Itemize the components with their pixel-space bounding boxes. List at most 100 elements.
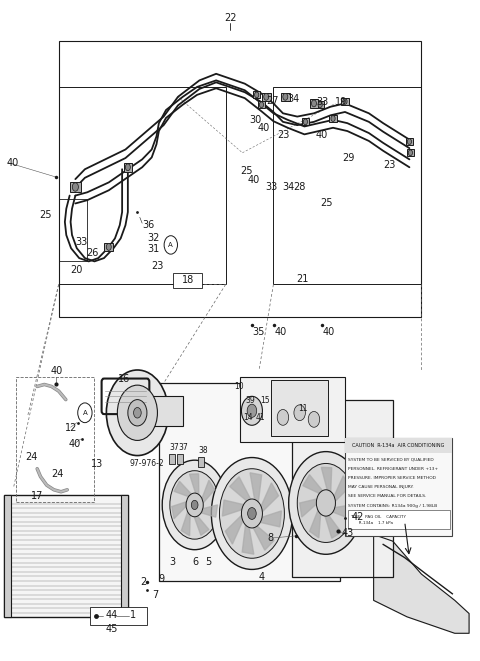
Text: 20: 20 — [71, 265, 83, 275]
Circle shape — [72, 183, 78, 191]
Text: 11: 11 — [298, 404, 308, 412]
Text: 23: 23 — [277, 130, 289, 140]
Text: 33: 33 — [265, 182, 277, 192]
Text: 97-976-2: 97-976-2 — [129, 459, 164, 468]
Text: SYSTEM TO BE SERVICED BY QUALIFIED: SYSTEM TO BE SERVICED BY QUALIFIED — [348, 457, 433, 461]
Text: 27: 27 — [266, 97, 279, 106]
Polygon shape — [230, 477, 252, 502]
Text: 43: 43 — [341, 527, 353, 537]
Circle shape — [133, 408, 141, 418]
Circle shape — [241, 499, 263, 528]
Text: 31: 31 — [147, 244, 159, 254]
Polygon shape — [300, 498, 319, 517]
Text: 28: 28 — [293, 182, 306, 192]
Bar — [123, 163, 132, 172]
Circle shape — [219, 469, 284, 559]
Bar — [407, 149, 414, 157]
Text: 40: 40 — [50, 366, 62, 376]
Text: R-134a    1.7 kPa: R-134a 1.7 kPa — [350, 521, 393, 525]
Text: 40: 40 — [275, 327, 287, 337]
Bar — [348, 510, 449, 529]
Polygon shape — [250, 473, 262, 505]
Polygon shape — [225, 514, 244, 544]
Bar — [198, 457, 204, 467]
Text: 34: 34 — [288, 95, 300, 104]
Polygon shape — [333, 476, 349, 503]
Text: 25: 25 — [39, 210, 52, 220]
Text: 36: 36 — [142, 220, 155, 230]
Text: 40: 40 — [6, 158, 18, 168]
Bar — [120, 495, 128, 617]
Text: 25: 25 — [240, 166, 252, 176]
Polygon shape — [252, 524, 274, 550]
Polygon shape — [190, 474, 199, 498]
Bar — [310, 99, 318, 108]
Circle shape — [331, 116, 335, 122]
Circle shape — [247, 405, 257, 417]
Text: SEE SERVICE MANUAL FOR DETAILS.: SEE SERVICE MANUAL FOR DETAILS. — [348, 494, 426, 498]
Bar — [302, 118, 309, 126]
Polygon shape — [321, 467, 332, 494]
Text: 25: 25 — [320, 198, 333, 208]
Bar — [258, 101, 265, 108]
Polygon shape — [193, 514, 209, 535]
Bar — [345, 438, 452, 536]
Circle shape — [277, 409, 288, 425]
Bar — [178, 453, 183, 464]
Bar — [59, 87, 226, 284]
Circle shape — [241, 397, 263, 425]
Circle shape — [264, 93, 269, 100]
Text: 23: 23 — [383, 159, 396, 170]
Circle shape — [106, 243, 111, 251]
Circle shape — [408, 139, 411, 145]
Text: 40: 40 — [247, 175, 259, 186]
Text: PRESSURE. IMPROPER SERVICE METHOD: PRESSURE. IMPROPER SERVICE METHOD — [348, 476, 436, 480]
Text: 3: 3 — [169, 557, 176, 567]
Text: 39: 39 — [246, 397, 255, 405]
Polygon shape — [310, 508, 321, 538]
Bar — [262, 93, 271, 101]
Bar — [240, 377, 345, 442]
Text: 15: 15 — [261, 397, 270, 405]
Text: 40: 40 — [322, 327, 335, 337]
Text: 24: 24 — [25, 452, 37, 462]
Text: 40: 40 — [258, 123, 270, 133]
Text: 22: 22 — [224, 13, 237, 23]
Circle shape — [294, 405, 305, 420]
Circle shape — [312, 100, 316, 107]
Circle shape — [303, 119, 308, 125]
Bar — [90, 607, 147, 625]
Text: A: A — [83, 410, 87, 416]
Polygon shape — [242, 522, 254, 554]
Text: 37: 37 — [178, 442, 188, 451]
Text: CAUTION  R-134a  AIR CONDITIONING: CAUTION R-134a AIR CONDITIONING — [352, 443, 445, 448]
Circle shape — [248, 508, 256, 520]
Text: 12: 12 — [65, 423, 78, 433]
Text: 1: 1 — [130, 610, 136, 620]
Circle shape — [117, 385, 157, 440]
Bar — [316, 101, 324, 108]
Polygon shape — [201, 480, 215, 505]
Circle shape — [316, 490, 336, 516]
Bar — [281, 93, 289, 101]
Circle shape — [297, 463, 355, 543]
Circle shape — [186, 493, 203, 517]
Text: 8: 8 — [268, 533, 274, 543]
Text: 23: 23 — [152, 261, 164, 271]
Bar — [292, 400, 393, 577]
Polygon shape — [373, 535, 469, 633]
Text: 18: 18 — [182, 275, 194, 285]
Circle shape — [162, 460, 227, 550]
Circle shape — [192, 500, 198, 510]
Text: 40: 40 — [315, 130, 328, 140]
Text: 4: 4 — [258, 572, 264, 582]
Polygon shape — [174, 481, 193, 498]
Circle shape — [107, 370, 168, 455]
Polygon shape — [172, 501, 189, 519]
Bar — [159, 383, 340, 580]
Text: 32: 32 — [147, 233, 159, 243]
Text: 40: 40 — [68, 440, 81, 449]
Polygon shape — [324, 513, 341, 538]
Text: SYSTEM CONTAINS: R134a 900g / 1.98LB: SYSTEM CONTAINS: R134a 900g / 1.98LB — [348, 504, 437, 508]
Circle shape — [288, 451, 363, 555]
